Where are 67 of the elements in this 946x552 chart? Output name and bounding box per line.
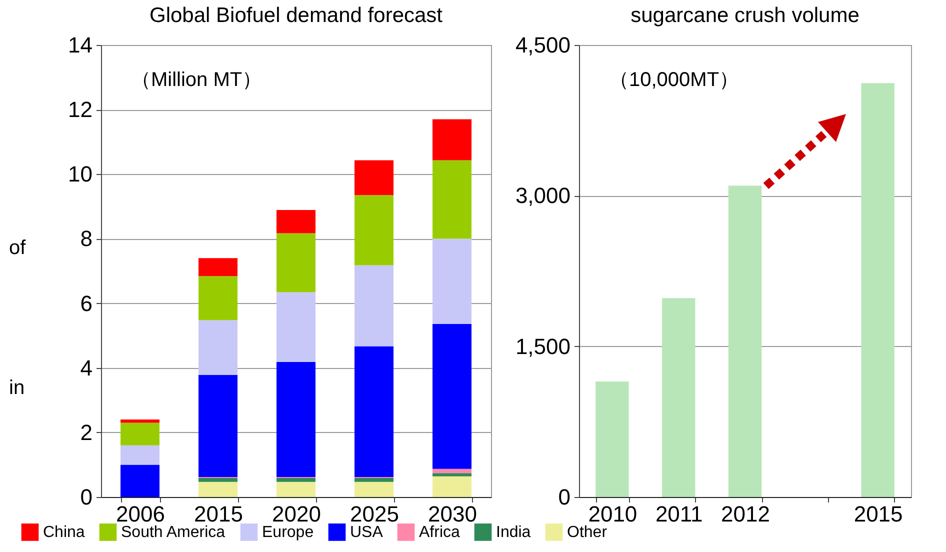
bar [198, 482, 238, 497]
x-tick-label: 2030 [428, 502, 477, 526]
bar [198, 478, 238, 482]
y-tick-label: 12 [68, 97, 92, 122]
bar [432, 468, 472, 474]
bar [354, 265, 394, 346]
bar [276, 292, 316, 362]
bar [354, 195, 394, 266]
bar [354, 478, 394, 482]
x-tick-label: 2020 [272, 502, 321, 526]
bar [120, 420, 160, 423]
legend-label: Africa [419, 524, 460, 542]
bar [354, 346, 394, 477]
legend-label: USA [350, 524, 384, 542]
legend-label: China [43, 524, 85, 542]
bar [861, 83, 894, 497]
x-tick-label: 2006 [116, 502, 165, 526]
y-tick-label: 8 [80, 226, 92, 252]
x-tick-label: 2015 [854, 502, 903, 526]
legend-label: India [496, 524, 531, 542]
bar [432, 476, 472, 497]
annotation: （Million MT） [131, 69, 262, 91]
bar [120, 464, 160, 497]
bar [198, 258, 238, 276]
legend-label: Other [567, 524, 608, 542]
bar [276, 482, 316, 497]
bar [198, 276, 238, 320]
x-tick-label: 2011 [655, 502, 703, 526]
text: in [9, 377, 25, 399]
bar [276, 210, 316, 234]
x-tick-label: 2012 [721, 502, 770, 526]
y-tick-label: 6 [80, 290, 92, 316]
bar [432, 160, 472, 239]
x-tick-label: 2015 [194, 502, 243, 526]
bar [432, 119, 472, 160]
text: of [9, 237, 26, 259]
y-tick-label: 0 [80, 484, 92, 510]
bar [276, 478, 316, 482]
bar [662, 298, 696, 497]
bar [432, 324, 472, 469]
chart-title: sugarcane crush volume [630, 4, 860, 27]
bar [432, 238, 472, 324]
y-tick-label: 1,500 [515, 334, 570, 359]
bar [276, 233, 316, 292]
chart-title: Global Biofuel demand forecast [149, 4, 443, 27]
bar [432, 473, 472, 476]
y-tick-label: 14 [68, 32, 92, 58]
y-tick-label: 3,000 [515, 183, 570, 208]
y-tick-label: 2 [80, 420, 92, 445]
x-tick-label: 2025 [350, 502, 399, 526]
x-tick-label: 2010 [588, 502, 638, 526]
bar [596, 381, 629, 497]
legend-label: Europe [262, 524, 314, 542]
y-tick-label: 4,500 [515, 32, 570, 58]
y-tick-label: 0 [558, 484, 570, 510]
legend-label: South America [121, 524, 226, 542]
bar [120, 422, 160, 446]
bar [198, 374, 238, 477]
bar [120, 445, 160, 465]
y-tick-label: 4 [80, 355, 92, 380]
bar [276, 362, 316, 477]
bar [354, 482, 394, 497]
bar [198, 320, 238, 375]
bar [728, 186, 762, 497]
y-tick-label: 10 [68, 162, 92, 187]
annotation: （10,000MT） [609, 69, 740, 91]
bar [354, 160, 394, 196]
